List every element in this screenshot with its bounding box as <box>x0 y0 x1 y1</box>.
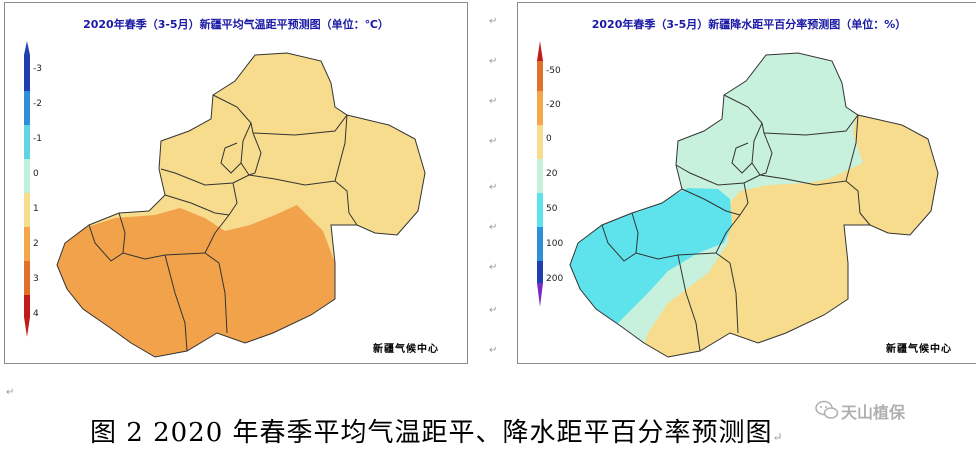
legend-label: 50 <box>546 204 558 214</box>
paragraph-mark: ↵ <box>489 56 498 67</box>
precipitation-anomaly-map-panel: 2020年春季（3-5月）新疆降水距平百分率预测图（单位：%） -50 -20 … <box>517 2 976 364</box>
temperature-legend: -3 -2 -1 0 1 2 3 4 <box>24 41 42 337</box>
legend-swatch <box>24 261 30 295</box>
xinjiang-precipitation-map <box>569 52 939 358</box>
paragraph-mark: ↵ <box>489 345 498 356</box>
paragraph-mark: ↵ <box>489 222 498 233</box>
legend-label: 3 <box>33 274 39 284</box>
figure-caption-text: 图 2 2020 年春季平均气温距平、降水距平百分率预测图 <box>90 418 773 448</box>
legend-swatch <box>24 227 30 261</box>
legend-label: 0 <box>33 169 39 179</box>
paragraph-mark: ↵ <box>489 136 498 147</box>
precipitation-map-credit: 新疆气候中心 <box>886 344 952 355</box>
legend-swatch <box>24 125 30 159</box>
legend-label: 0 <box>546 134 552 144</box>
legend-arrow-top <box>537 41 543 61</box>
legend-label: 1 <box>33 204 39 214</box>
region-boundaries <box>569 52 939 358</box>
paragraph-mark: ↵ <box>489 262 498 273</box>
legend-label: 100 <box>546 239 563 249</box>
watermark-text: 天山植保 <box>841 403 906 422</box>
legend-label: 2 <box>33 239 39 249</box>
legend-label: -1 <box>33 134 42 144</box>
legend-label: 20 <box>546 169 558 179</box>
legend-swatch <box>24 193 30 227</box>
precipitation-legend: -50 -20 0 20 50 100 200 <box>537 41 563 307</box>
region-boundaries <box>56 52 426 358</box>
legend-label: -2 <box>33 99 42 109</box>
paragraph-mark: ↵ <box>489 182 498 193</box>
legend-swatch <box>24 159 30 193</box>
temperature-anomaly-map-panel: 2020年春季（3-5月）新疆平均气温距平预测图（单位：℃） -3 -2 -1 … <box>4 2 468 364</box>
temperature-map-title: 2020年春季（3-5月）新疆平均气温距平预测图（单位：℃） <box>83 18 389 31</box>
figure-caption: 图 2 2020 年春季平均气温距平、降水距平百分率预测图↵ <box>90 412 784 449</box>
warm-2-region <box>57 205 345 357</box>
paragraph-mark: ↵ <box>772 430 784 444</box>
legend-swatch <box>537 125 543 159</box>
wechat-icon <box>815 400 839 419</box>
legend-swatch <box>537 227 543 261</box>
legend-swatch <box>537 91 543 125</box>
legend-arrow-bottom <box>537 283 543 307</box>
legend-arrow-top <box>24 41 30 55</box>
legend-swatch <box>24 91 30 125</box>
wechat-watermark: 天山植保 <box>815 397 965 425</box>
legend-swatch <box>537 261 543 283</box>
legend-swatch <box>24 295 30 317</box>
legend-swatch <box>24 55 30 91</box>
legend-swatch <box>537 193 543 227</box>
paragraph-mark: ↵ <box>489 16 498 27</box>
legend-label: -20 <box>546 100 561 110</box>
legend-label: -50 <box>546 66 561 76</box>
precipitation-map-title: 2020年春季（3-5月）新疆降水距平百分率预测图（单位：%） <box>591 18 907 31</box>
legend-label: 200 <box>546 274 563 284</box>
paragraph-mark: ↵ <box>489 305 498 316</box>
legend-arrow-bottom <box>24 317 30 337</box>
xinjiang-temperature-map <box>56 52 426 358</box>
temperature-map-credit: 新疆气候中心 <box>373 344 439 355</box>
legend-swatch <box>537 61 543 91</box>
paragraph-mark: ↵ <box>489 96 498 107</box>
legend-label: -3 <box>33 64 42 74</box>
legend-swatch <box>537 159 543 193</box>
legend-label: 4 <box>33 309 39 319</box>
paragraph-mark: ↵ <box>6 387 15 398</box>
